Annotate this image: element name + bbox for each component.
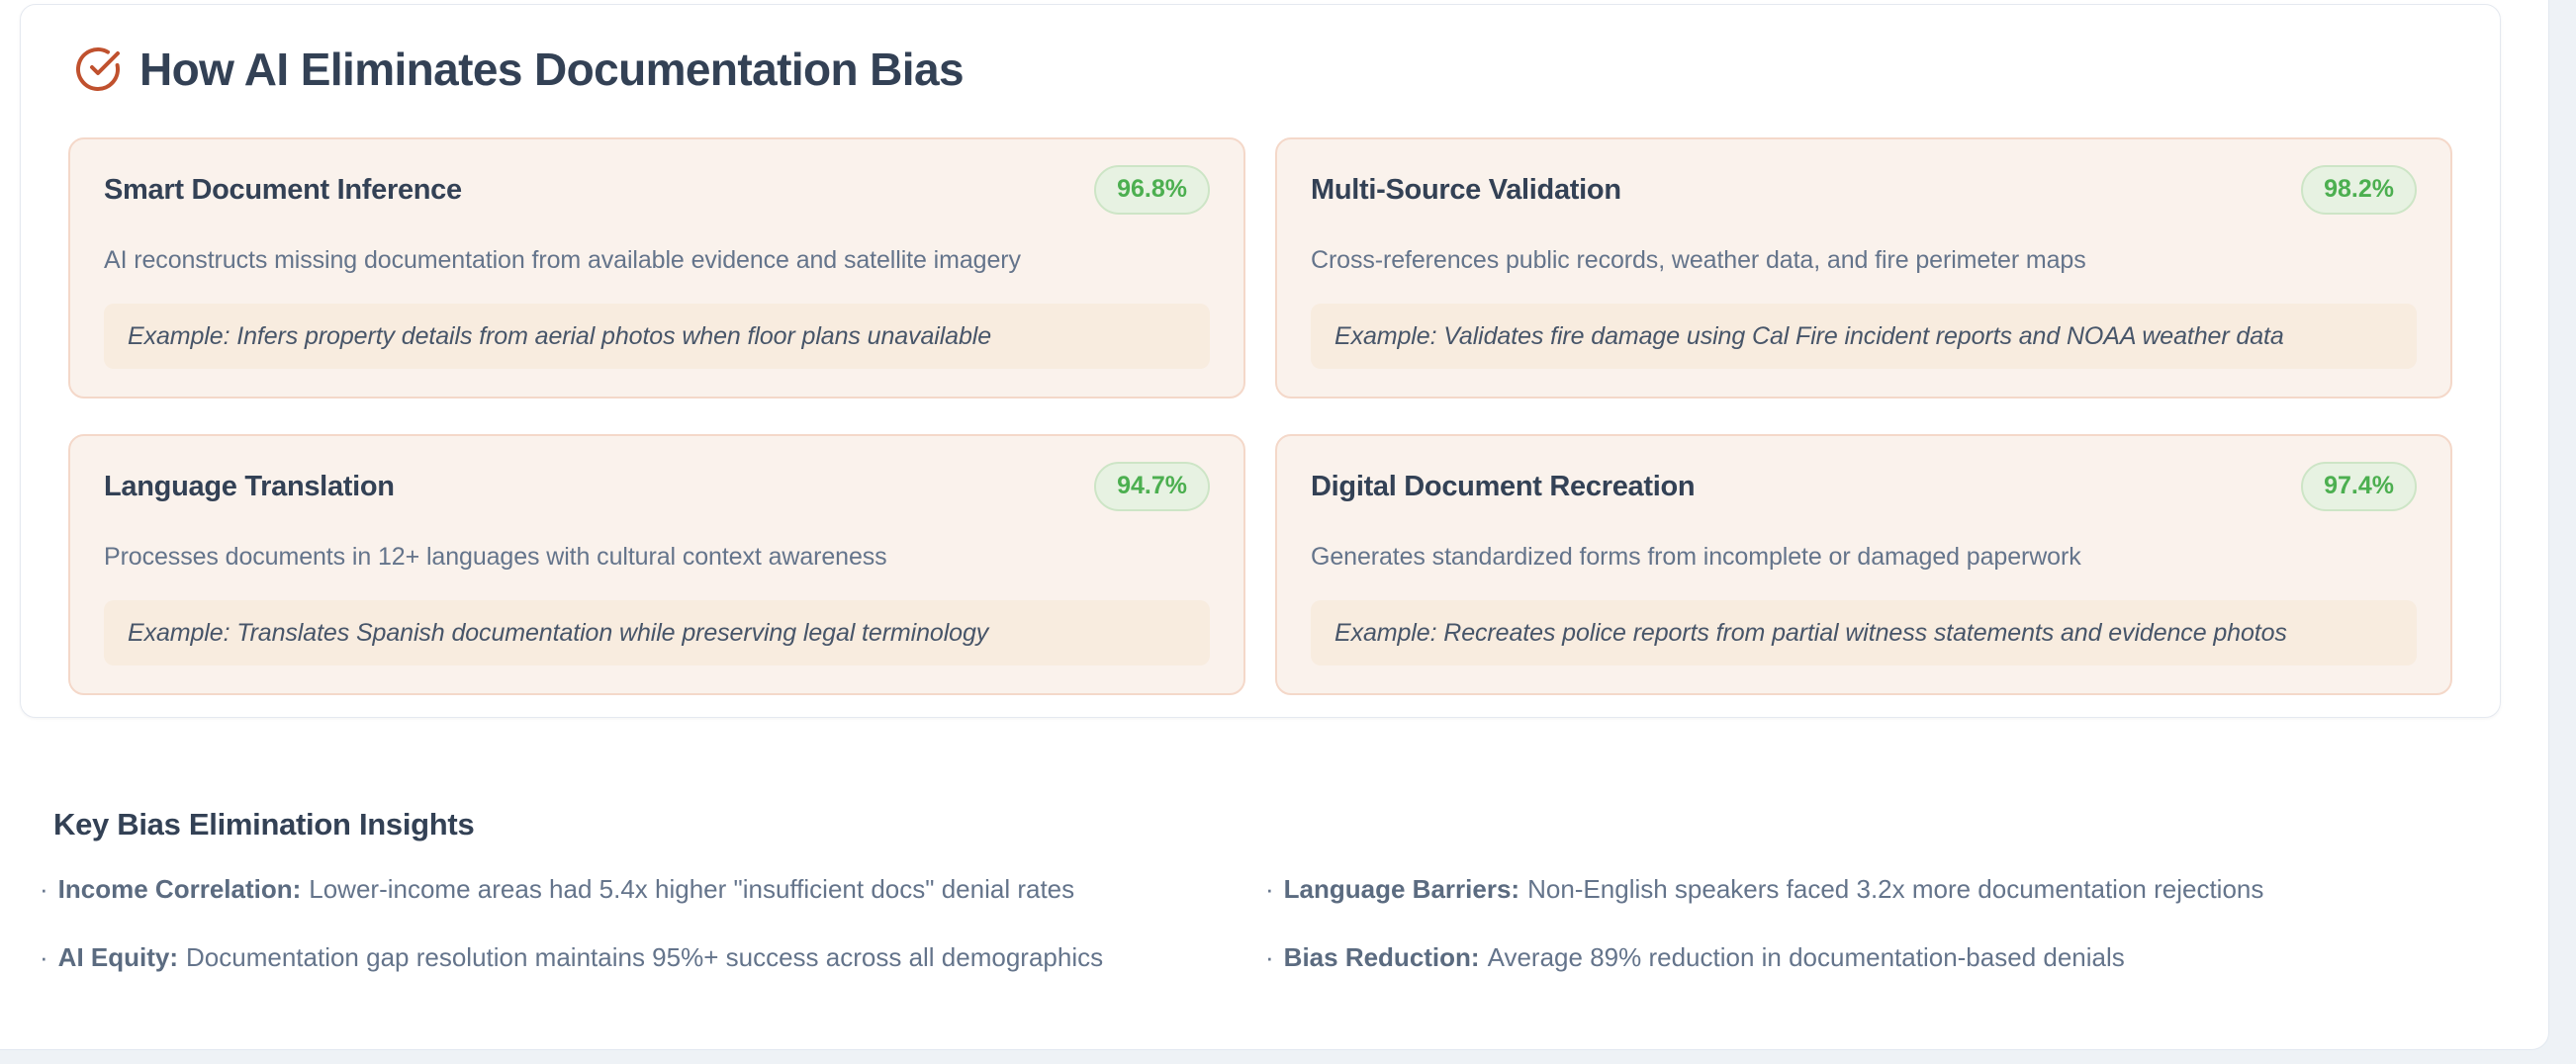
feature-card-header: Language Translation 94.7% bbox=[104, 462, 1210, 511]
insight-item: · Bias Reduction: Average 89% reduction in… bbox=[1265, 939, 2479, 975]
feature-title: Smart Document Inference bbox=[104, 173, 462, 206]
feature-title: Language Translation bbox=[104, 470, 395, 502]
feature-card-header: Multi-Source Validation 98.2% bbox=[1311, 165, 2417, 215]
insight-item: · Language Barriers: Non-English speakers … bbox=[1265, 871, 2479, 907]
feature-example-text: Example: Validates fire damage using Cal… bbox=[1334, 321, 2284, 350]
accuracy-badge: 94.7% bbox=[1094, 462, 1210, 511]
feature-example-box: Example: Translates Spanish documentatio… bbox=[104, 600, 1210, 665]
feature-title: Multi-Source Validation bbox=[1311, 173, 1621, 206]
feature-description: AI reconstructs missing documentation fr… bbox=[104, 246, 1021, 274]
insight-text: Average 89% reduction in documentation-b… bbox=[1487, 942, 2125, 972]
feature-example-box: Example: Validates fire damage using Cal… bbox=[1311, 304, 2417, 369]
insight-label: AI Equity: bbox=[57, 942, 179, 972]
insight-text: Documentation gap resolution maintains 9… bbox=[186, 942, 1104, 972]
feature-description: Processes documents in 12+ languages wit… bbox=[104, 543, 887, 571]
feature-title: Digital Document Recreation bbox=[1311, 470, 1696, 502]
feature-example-box: Example: Recreates police reports from p… bbox=[1311, 600, 2417, 665]
ai-documentation-bias-card: How AI Eliminates Documentation Bias Sma… bbox=[20, 4, 2501, 718]
feature-card: Digital Document Recreation 97.4% Genera… bbox=[1275, 434, 2452, 695]
bullet-icon: · bbox=[40, 874, 48, 904]
insight-label: Language Barriers: bbox=[1283, 874, 1520, 904]
feature-example-text: Example: Translates Spanish documentatio… bbox=[128, 618, 989, 647]
insight-label: Income Correlation: bbox=[57, 874, 302, 904]
insight-text: Lower-income areas had 5.4x higher "insu… bbox=[309, 874, 1075, 904]
page-title: How AI Eliminates Documentation Bias bbox=[139, 44, 965, 95]
feature-card: Multi-Source Validation 98.2% Cross-refe… bbox=[1275, 137, 2452, 399]
feature-example-text: Example: Infers property details from ae… bbox=[128, 321, 992, 350]
insights-title: Key Bias Elimination Insights bbox=[53, 807, 475, 842]
feature-card: Language Translation 94.7% Processes doc… bbox=[68, 434, 1245, 695]
feature-card-header: Smart Document Inference 96.8% bbox=[104, 165, 1210, 215]
accuracy-badge: 96.8% bbox=[1094, 165, 1210, 215]
accuracy-badge: 98.2% bbox=[2301, 165, 2417, 215]
card-header: How AI Eliminates Documentation Bias bbox=[74, 43, 2452, 96]
feature-grid: Smart Document Inference 96.8% AI recons… bbox=[68, 137, 2452, 695]
bullet-icon: · bbox=[1265, 942, 1274, 972]
feature-example-text: Example: Recreates police reports from p… bbox=[1334, 618, 2287, 647]
feature-description: Cross-references public records, weather… bbox=[1311, 246, 2086, 274]
insight-text: Non-English speakers faced 3.2x more doc… bbox=[1527, 874, 2264, 904]
feature-card: Smart Document Inference 96.8% AI recons… bbox=[68, 137, 1245, 399]
insight-item: · AI Equity: Documentation gap resolution … bbox=[40, 939, 1253, 975]
accuracy-badge: 97.4% bbox=[2301, 462, 2417, 511]
insight-label: Bias Reduction: bbox=[1283, 942, 1480, 972]
feature-description: Generates standardized forms from incomp… bbox=[1311, 543, 2081, 571]
insights-grid: · Income Correlation: Lower-income areas h… bbox=[40, 871, 2479, 975]
feature-card-header: Digital Document Recreation 97.4% bbox=[1311, 462, 2417, 511]
feature-example-box: Example: Infers property details from ae… bbox=[104, 304, 1210, 369]
check-circle-icon bbox=[76, 47, 120, 91]
insights-section: Key Bias Elimination Insights · Income Co… bbox=[0, 807, 2538, 975]
insight-item: · Income Correlation: Lower-income areas h… bbox=[40, 871, 1253, 907]
bullet-icon: · bbox=[1265, 874, 1274, 904]
bullet-icon: · bbox=[40, 942, 48, 972]
